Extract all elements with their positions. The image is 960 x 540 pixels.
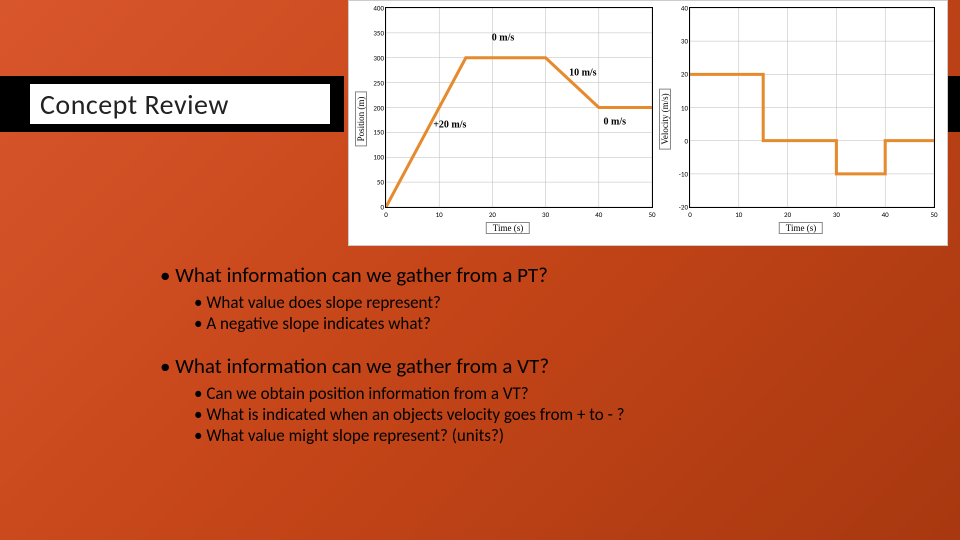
xtick: 0 [688, 210, 692, 219]
charts-container: Position (m) 0 m/s+20 m/s10 m/s0 m/s 010… [348, 0, 948, 246]
page-title: Concept Review [30, 84, 330, 124]
position-time-chart: Position (m) 0 m/s +20 m/s 10 m/s 0 m/s 0 10… [357, 1, 659, 236]
xtick: 20 [784, 210, 791, 219]
xtick: 30 [542, 210, 549, 219]
chart-annotation: 0 m/s [492, 32, 515, 43]
xtick: 10 [735, 210, 742, 219]
vt-ylabel: Velocity (m/s) [659, 88, 671, 149]
vt-grid [690, 8, 934, 207]
xtick: 50 [930, 210, 937, 219]
velocity-time-chart: Velocity (m/s) 01020304050 -20-100102030… [661, 1, 941, 236]
pt-plot-area: 0 m/s+20 m/s10 m/s0 m/s 01020304050 0501… [385, 7, 653, 208]
q2-sublist: Can we obtain position information from … [194, 383, 920, 447]
sub-bullet: Can we obtain position information from … [194, 383, 920, 404]
bullet-q2: What information can we gather from a VT… [160, 353, 920, 447]
ytick: 400 [368, 4, 384, 13]
ytick: 200 [368, 103, 384, 112]
ytick: 40 [672, 4, 688, 13]
xtick: 50 [648, 210, 655, 219]
vt-xlabel: Time (s) [779, 222, 823, 234]
pt-ylabel: Position (m) [355, 91, 367, 146]
xtick: 20 [489, 210, 496, 219]
chart-annotation: 10 m/s [569, 67, 597, 78]
bullet-q1: What information can we gather from a PT… [160, 262, 920, 335]
ytick: 100 [368, 153, 384, 162]
ytick: 20 [672, 70, 688, 79]
sub-bullet: What value might slope represent? (units… [194, 425, 920, 446]
ytick: -10 [672, 169, 688, 178]
ytick: 50 [368, 178, 384, 187]
ytick: 10 [672, 103, 688, 112]
pt-xlabel: Time (s) [486, 222, 530, 234]
xtick: 40 [882, 210, 889, 219]
q2-text: What information can we gather from a VT… [175, 353, 549, 379]
sub-bullet: What value does slope represent? [194, 292, 920, 313]
ytick: 350 [368, 28, 384, 37]
body-content: What information can we gather from a PT… [160, 262, 920, 464]
ytick: 150 [368, 128, 384, 137]
xtick: 40 [595, 210, 602, 219]
ytick: 0 [672, 136, 688, 145]
vt-series [690, 74, 934, 174]
sub-bullet: What is indicated when an objects veloci… [194, 404, 920, 425]
chart-annotation: +20 m/s [433, 119, 466, 130]
ytick: 250 [368, 78, 384, 87]
pt-svg [386, 8, 652, 207]
title-bar: Concept Review [0, 76, 344, 132]
xtick: 30 [833, 210, 840, 219]
vt-svg [690, 8, 934, 207]
chart-annotation: 0 m/s [604, 117, 627, 128]
vt-plot-area: 01020304050 -20-10010203040 [689, 7, 935, 208]
ytick: 0 [368, 203, 384, 212]
ytick: -20 [672, 203, 688, 212]
q1-sublist: What value does slope represent?A negati… [194, 292, 920, 335]
ytick: 300 [368, 53, 384, 62]
xtick: 0 [384, 210, 388, 219]
q1-text: What information can we gather from a PT… [175, 262, 548, 288]
xtick: 10 [436, 210, 443, 219]
sub-bullet: A negative slope indicates what? [194, 313, 920, 334]
ytick: 30 [672, 37, 688, 46]
